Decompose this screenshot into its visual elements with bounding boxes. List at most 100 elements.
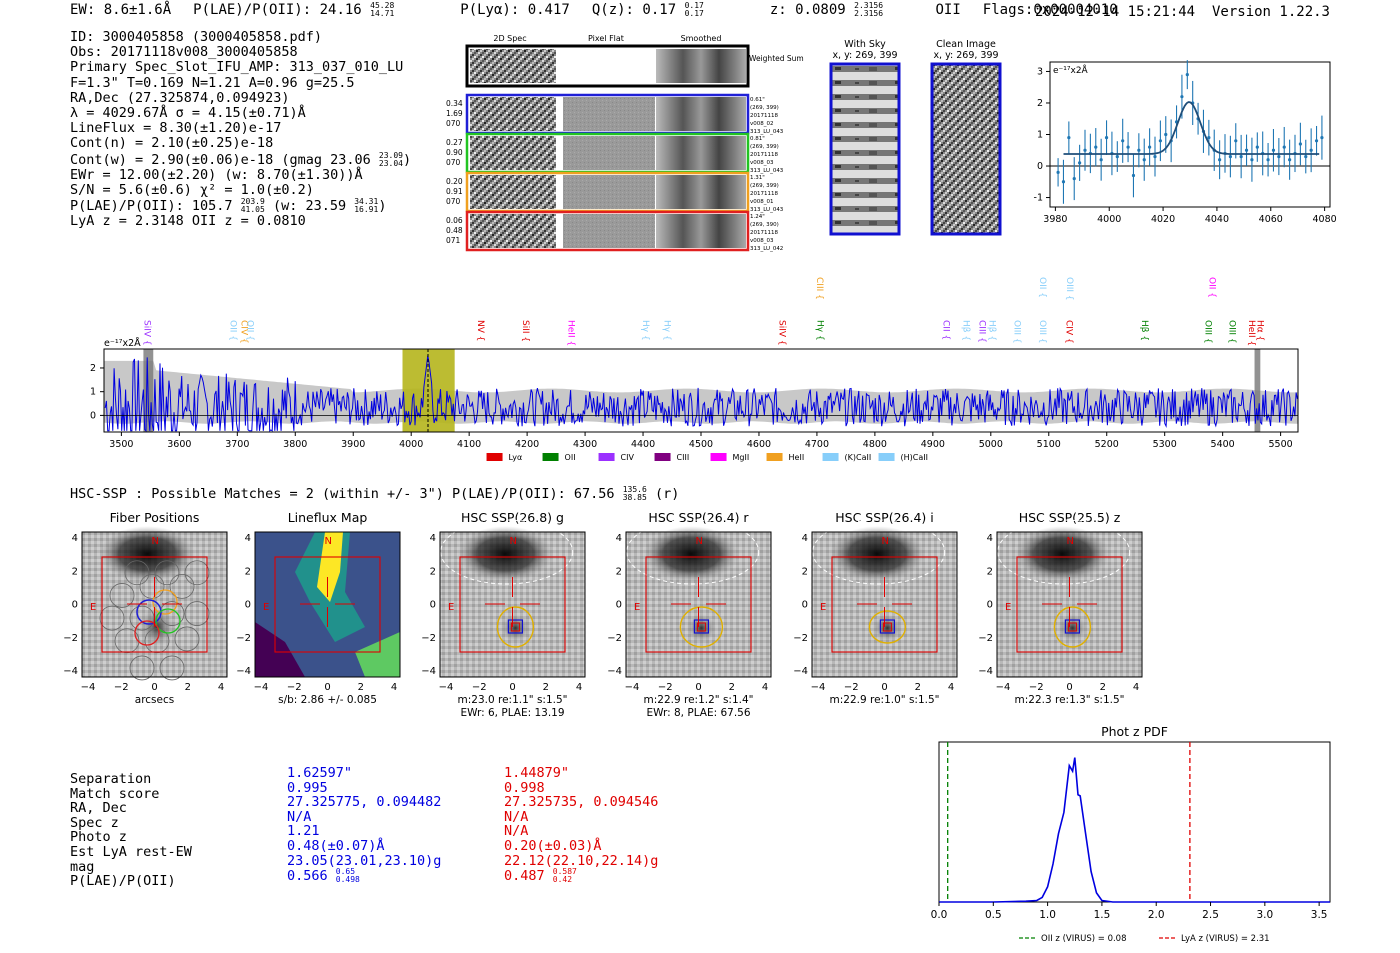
- header-plya: P(Lyα): 0.417: [460, 2, 570, 18]
- y-tick-label: 0: [90, 410, 96, 421]
- clean-image-title: Clean Image: [936, 39, 996, 50]
- bright-source: [829, 526, 926, 582]
- fiber-circle: [154, 560, 180, 586]
- data-point: [1309, 148, 1313, 152]
- x-tick-label: 2: [543, 682, 549, 693]
- x-tick-label: 4400: [631, 439, 655, 450]
- y-tick-label: 0: [616, 600, 622, 611]
- header-plae: P(LAE)/P(OII): 24.16 45.28 14.71: [193, 1, 395, 19]
- match-table-col2: 1.44879" 0.998 27.325735, 0.094546 N/A N…: [504, 766, 658, 884]
- galaxy-aperture: [997, 519, 1131, 585]
- full-spectrum-chart: e⁻¹⁷x2Å 3500 3600 3700 3800 3900 4000 4100 4200 4…: [90, 277, 1299, 462]
- x-tick-label: 5100: [1037, 439, 1061, 450]
- spec2d-row-meta: (269, 399): [750, 105, 779, 111]
- lineflux-region: [355, 632, 400, 677]
- spectral-line-label: OII {: [227, 320, 237, 341]
- data-point: [1180, 95, 1184, 99]
- y-tick-label: −2: [978, 633, 993, 644]
- x-tick-label: 2: [915, 682, 921, 693]
- hsc-caption: EWr: 6, PLAE: 13.19: [460, 707, 564, 719]
- hsc-caption: m:23.0 re:1.1" s:1.5": [458, 694, 568, 706]
- x-tick-label: 3600: [167, 439, 191, 450]
- data-point: [1148, 145, 1152, 149]
- smoothed-image: [656, 97, 746, 131]
- header-flags: Flags:0x00004010: [982, 2, 1118, 18]
- x-tick-label: 5200: [1095, 439, 1119, 450]
- lineflux-peak: [317, 532, 343, 602]
- table-label: Match score: [70, 785, 160, 802]
- x-tick-label: 4: [218, 682, 224, 693]
- photz-title: Phot z PDF: [1101, 724, 1168, 739]
- spectral-line-label: CIII {: [814, 277, 824, 300]
- x-tick-label: −4: [81, 682, 96, 693]
- hsc-panel-title: Lineflux Map: [288, 510, 368, 525]
- x-tick-label: 4020: [1151, 214, 1175, 225]
- x-tick-label: 0: [324, 682, 330, 693]
- info-lineflux: LineFlux = 8.30(±1.20)e-17: [70, 120, 282, 137]
- data-point: [1314, 139, 1319, 143]
- spec2d-row-stat: 070: [446, 119, 461, 128]
- hsc-panel-title: Fiber Positions: [110, 510, 200, 525]
- cutout-panels: With Sky x, y: 269, 399 Clean Image x, y…: [829, 39, 1002, 236]
- x-tick-label: −4: [439, 682, 454, 693]
- smoothed-image: [656, 214, 746, 248]
- fiber-circle: [109, 583, 135, 608]
- info-contn: Cont(n) = 2.10(±0.25)e-18: [70, 135, 274, 152]
- x-tick-label: 4080: [1313, 214, 1337, 225]
- north-label: N: [152, 536, 159, 547]
- y-tick-label: 2: [616, 566, 622, 577]
- y-tick-label: 2: [72, 566, 78, 577]
- data-point: [1115, 154, 1119, 159]
- hsc-panel-title: HSC SSP(26.4) i: [835, 510, 933, 525]
- pdf-line: [939, 757, 1330, 903]
- y-tick-label: 2: [245, 566, 251, 577]
- y-tick-label: 0: [430, 600, 436, 611]
- y-tick-label: 0: [72, 600, 78, 611]
- x-tick-label: −4: [254, 682, 269, 693]
- spec2d-row-stat: 1.69: [446, 109, 463, 118]
- hsc-caption: m:22.9 re:1.2" s:1.4": [644, 694, 754, 706]
- east-label: E: [634, 602, 640, 613]
- data-point: [1094, 145, 1098, 149]
- y-tick-label: 2: [430, 566, 436, 577]
- with-sky-title: With Sky: [844, 39, 886, 50]
- spec2d-row-meta: 20171118: [750, 191, 778, 197]
- hsc-caption: arcsecs: [135, 694, 174, 706]
- match-table-col1: 1.62597" 0.995 27.325775, 0.094482 N/A 1…: [287, 766, 441, 884]
- spec2d-image: [470, 175, 556, 209]
- info-lambda: λ = 4029.67Å σ = 4.15(±0.71)Å: [70, 105, 306, 122]
- legend-swatch: [822, 453, 839, 461]
- x-tick-label: 2: [729, 682, 735, 693]
- info-radec: RA,Dec (27.325874,0.094923): [70, 89, 290, 106]
- spectral-line-label: HeII {: [1246, 320, 1256, 346]
- spec2d-row-stat: 0.48: [446, 226, 463, 235]
- info-ewr: EWr = 12.00(±2.20) (w: 8.70(±1.30))Å: [70, 166, 363, 183]
- legend-swatch: [710, 453, 727, 461]
- spec2d-row-frame: [465, 210, 750, 252]
- legend-label: (K)CaII: [845, 453, 872, 462]
- hsc-caption: m:22.9 re:1.0" s:1.5": [830, 694, 940, 706]
- spec2d-row-stat: 0.91: [446, 187, 463, 196]
- table-cell: 27.325735, 0.094546: [504, 794, 659, 811]
- y-tick-label: −2: [236, 633, 251, 644]
- x-tick-label: 4: [391, 682, 397, 693]
- legend-label: LyA z (VIRUS) = 2.31: [1181, 934, 1270, 944]
- x-tick-label: 0: [695, 682, 701, 693]
- spec2d-panel: 2D Spec Pixel Flat Smoothed Weighted Sum…: [446, 34, 804, 252]
- north-label: N: [696, 536, 703, 547]
- hsc-panel: HSC SSP(26.4) i N E −4−4 −2 −2 0 0 2 2 4 4 m:22.9 re…: [793, 510, 958, 706]
- header-qz: Q(z): 0.17 0.17 0.17: [591, 1, 704, 19]
- table-cell: 0.487 0.587 0.42: [504, 867, 577, 885]
- data-point: [1185, 73, 1189, 77]
- spectral-line-label: NV {: [475, 320, 485, 341]
- legend-swatch: [766, 453, 783, 461]
- hsc-title: HSC-SSP : Possible Matches = 2 (within +…: [70, 485, 680, 503]
- y-tick-label: 0: [802, 600, 808, 611]
- y-tick-label: 1: [90, 387, 96, 398]
- match-marker: [1067, 622, 1077, 632]
- info-sn: S/N = 5.6(±0.6) χ² = 1.0(±0.2): [70, 182, 314, 199]
- data-point: [1234, 139, 1238, 143]
- y-tick-label: -1: [1034, 193, 1043, 204]
- spectral-line-label: Hγ {: [815, 320, 825, 341]
- spectral-line-label: SiIV {: [776, 320, 786, 346]
